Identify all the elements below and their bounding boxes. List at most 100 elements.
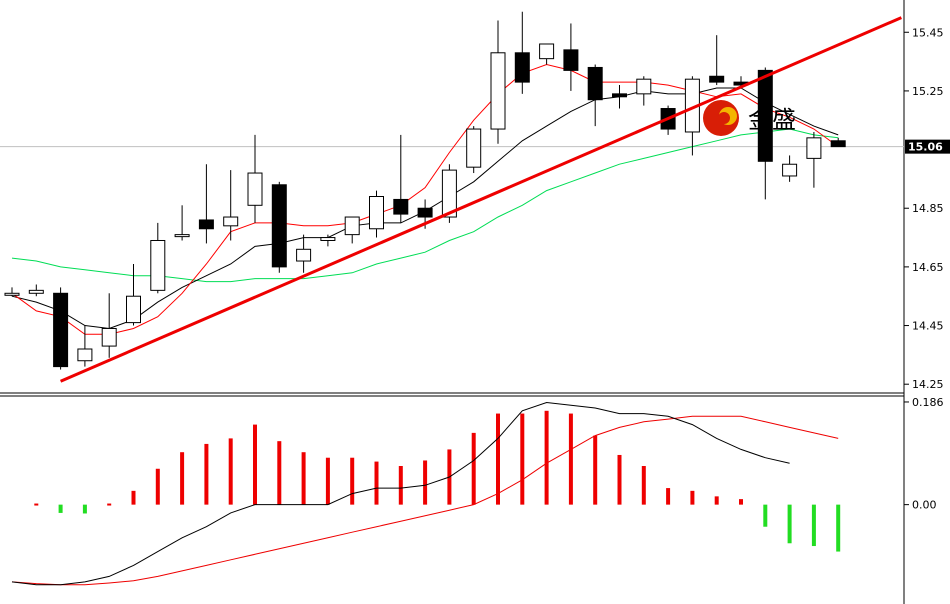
candle-body-up [782, 163, 798, 177]
histogram-bar-up [617, 454, 622, 505]
candle-body-down [587, 66, 603, 101]
candle [271, 181, 287, 273]
histogram-bar-up [204, 443, 209, 505]
candle [126, 263, 141, 326]
candle-body-up [126, 295, 141, 324]
macd-main-line [11, 415, 839, 586]
price-tick-label: 15.25 [912, 85, 944, 98]
candle [782, 155, 798, 182]
candle-body-up [77, 348, 93, 362]
candle-body-up [539, 43, 555, 60]
histogram-bar-up [666, 488, 671, 505]
candle [150, 222, 166, 294]
price-tick-label: 15.45 [912, 26, 944, 39]
candle [174, 205, 190, 241]
main-price-axis: 15.45 15.25 14.85 14.65 14.45 14.25 [904, 26, 944, 391]
candle [344, 216, 360, 244]
ma-fast-line [11, 63, 839, 335]
candle-body-up [101, 327, 117, 347]
candle-body-up [28, 289, 44, 294]
candle-body-up [441, 169, 457, 218]
candle [393, 134, 409, 223]
candle-body-down [612, 93, 627, 98]
histogram-bar-down [82, 504, 87, 514]
candle [636, 76, 652, 106]
histogram-bar-up [301, 452, 306, 505]
price-tick-label: 14.25 [912, 378, 944, 391]
candle-body-down [198, 219, 214, 230]
macd-lines [11, 401, 839, 586]
current-price-label: 15.06 [908, 141, 943, 154]
candle [612, 85, 627, 109]
indicator-tick-label: 0.186 [912, 396, 944, 409]
price-tick-label: 14.85 [912, 202, 944, 215]
histogram-bar-up [641, 466, 646, 505]
candle [757, 67, 773, 200]
candle-body-down [563, 49, 579, 71]
candle [4, 287, 20, 297]
histogram-bar-down [763, 504, 768, 527]
candle-body-up [223, 216, 239, 227]
candle [247, 134, 263, 223]
candle-body-down [709, 75, 725, 83]
candle [77, 325, 93, 367]
candle [466, 126, 482, 174]
histogram-bar-up [180, 452, 185, 505]
candle [806, 131, 822, 188]
macd-signal-line [11, 401, 790, 586]
candle [587, 64, 603, 127]
histogram-bar-down [58, 504, 63, 513]
current-price-marker: 15.06 [905, 139, 950, 154]
candle-body-up [806, 137, 822, 159]
histogram-bar-up [593, 435, 598, 505]
histogram-bar-up [34, 503, 39, 506]
ma-slow-line [11, 128, 839, 283]
candle-body-down [393, 198, 409, 215]
candle [101, 293, 117, 358]
candle-body-up [636, 78, 652, 95]
candle-body-down [514, 52, 530, 83]
histogram-bar-up [228, 438, 233, 505]
histogram-bar-up [690, 490, 695, 505]
histogram-bar-up [131, 490, 136, 505]
candle [28, 284, 44, 297]
candle [490, 20, 506, 144]
histogram-bar-up [325, 457, 330, 505]
trendline-layer [60, 16, 902, 383]
logo-core-icon [718, 112, 730, 124]
candle-body-down [271, 184, 287, 268]
macd-histogram [34, 410, 841, 552]
histogram-bar-up [277, 441, 282, 505]
histogram-bar-up [374, 461, 379, 505]
histogram-bar-up [253, 424, 257, 505]
price-tick-label: 14.65 [912, 261, 944, 274]
candle-body-down [757, 69, 773, 162]
candlesticks [4, 11, 846, 370]
histogram-bar-down [787, 504, 792, 544]
candle-body-up [4, 292, 20, 296]
histogram-bar-up [739, 499, 743, 505]
candle [320, 234, 336, 247]
histogram-bar-up [107, 503, 112, 506]
histogram-bar-up [471, 432, 476, 505]
current-price-box [905, 139, 950, 154]
histogram-bar-up [714, 496, 719, 505]
support-trendline [60, 16, 902, 383]
histogram-bar-up [398, 466, 403, 505]
indicator-axis: 0.186 0.00 [904, 396, 944, 512]
candle [369, 190, 384, 238]
candle-body-down [417, 207, 433, 218]
histogram-bar-up [520, 413, 525, 505]
candle-body-up [466, 128, 482, 168]
candle-body-down [53, 292, 69, 368]
candle [563, 23, 579, 91]
candle [53, 287, 69, 370]
candle-body-up [150, 239, 166, 291]
histogram-bar-up [496, 413, 500, 505]
candle [514, 11, 530, 94]
histogram-bar-down [836, 504, 841, 552]
candle-body-down [830, 140, 846, 148]
candle-body-up [174, 234, 190, 238]
